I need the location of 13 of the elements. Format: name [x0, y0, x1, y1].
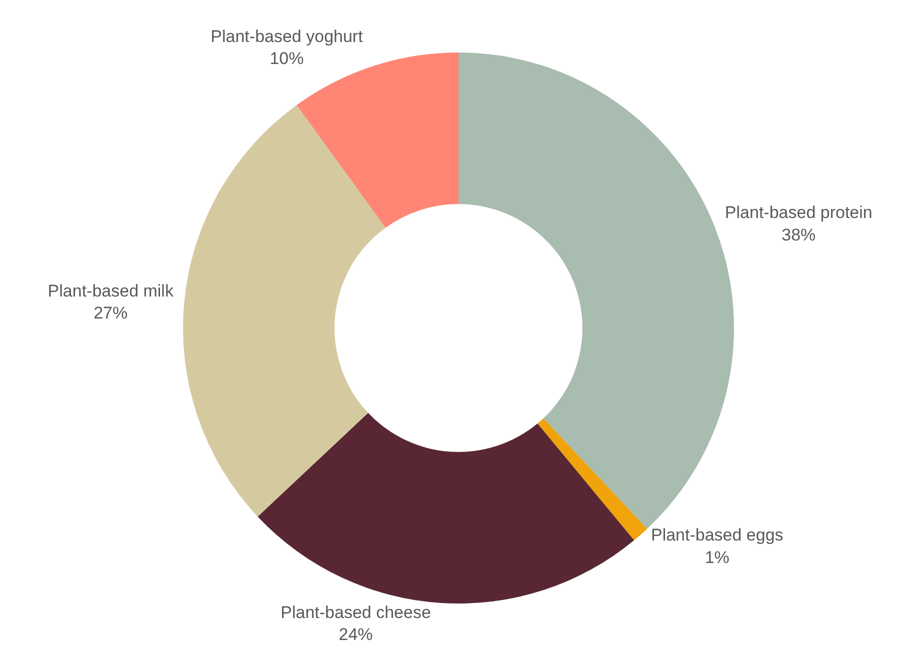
data-label: 27% — [94, 303, 128, 322]
slice-label: Plant-based yoghurt — [210, 26, 364, 46]
data-label: 1% — [704, 548, 730, 567]
donut-slice — [258, 412, 634, 603]
slice-label: Plant-based protein — [724, 203, 872, 222]
data-label: 38% — [782, 225, 816, 244]
donut-slice — [183, 105, 386, 517]
data-label: 24% — [338, 624, 373, 644]
slice-label: Plant-based eggs — [650, 526, 784, 545]
slice-label: Plant-based cheese — [280, 602, 431, 622]
donut-slice — [538, 418, 648, 540]
slice-label: Plant-based milk — [48, 281, 174, 300]
data-label: 10% — [270, 48, 304, 68]
